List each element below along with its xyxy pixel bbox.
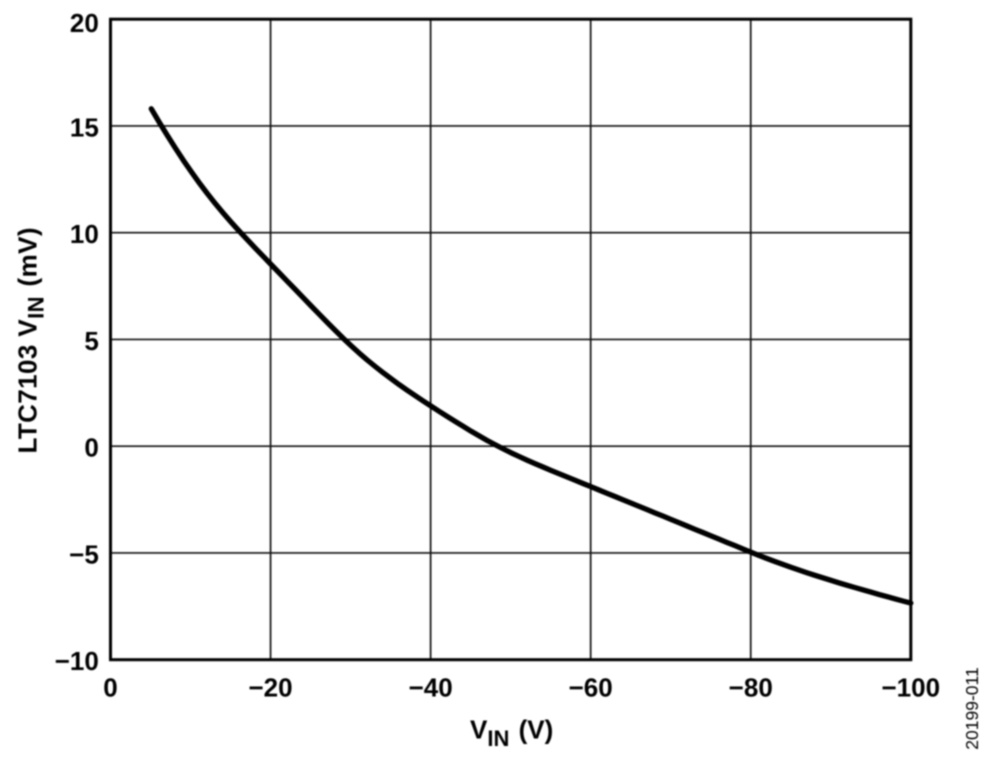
svg-text:LTC7103 VIN (mV): LTC7103 VIN (mV) [12,227,48,453]
svg-text:−60: −60 [569,672,613,702]
svg-text:−40: −40 [409,672,453,702]
svg-text:−5: −5 [69,539,99,569]
svg-text:−20: −20 [249,672,293,702]
svg-text:−80: −80 [729,672,773,702]
svg-text:10: 10 [70,219,99,249]
svg-text:−10: −10 [55,646,99,676]
svg-text:VIN (V): VIN (V) [470,715,553,751]
svg-text:20199-011: 20199-011 [962,667,982,749]
svg-text:5: 5 [84,326,98,356]
svg-text:20: 20 [70,8,99,38]
svg-text:0: 0 [84,433,98,463]
svg-text:15: 15 [70,112,99,142]
svg-text:−100: −100 [882,672,941,702]
svg-text:0: 0 [103,672,117,702]
